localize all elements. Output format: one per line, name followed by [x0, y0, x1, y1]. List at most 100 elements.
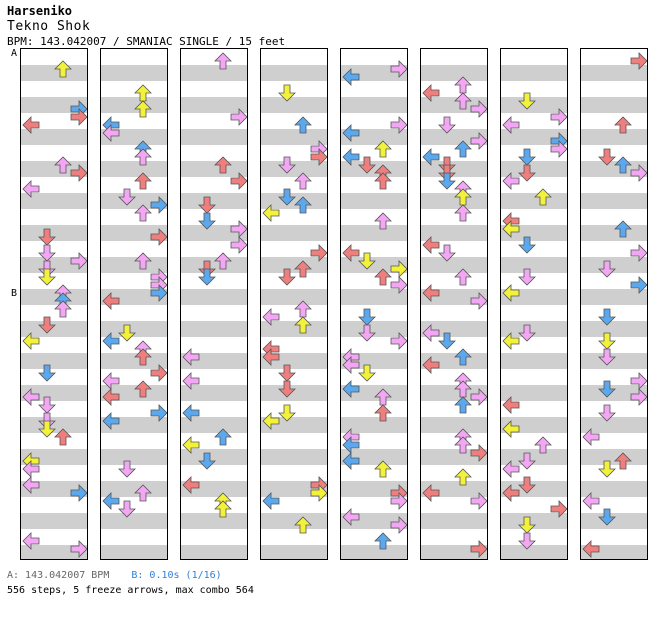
step-arrow-icon — [438, 332, 456, 350]
step-arrow-icon — [150, 196, 167, 214]
step-arrow-icon — [182, 348, 200, 366]
step-arrow-icon — [22, 476, 40, 494]
step-arrow-icon — [502, 396, 520, 414]
step-arrow-icon — [502, 332, 520, 350]
step-arrow-icon — [70, 108, 87, 126]
step-arrow-icon — [278, 268, 296, 286]
step-arrow-icon — [374, 532, 392, 550]
step-arrow-icon — [294, 260, 312, 278]
step-arrow-icon — [278, 380, 296, 398]
step-arrow-icon — [374, 404, 392, 422]
step-arrow-icon — [390, 276, 407, 294]
step-arrow-icon — [262, 204, 280, 222]
step-arrow-icon — [502, 172, 520, 190]
step-arrow-icon — [374, 140, 392, 158]
step-arrow-icon — [518, 452, 536, 470]
step-arrow-icon — [358, 324, 376, 342]
step-arrow-icon — [262, 308, 280, 326]
step-arrow-icon — [582, 428, 600, 446]
step-arrow-icon — [102, 412, 120, 430]
step-arrow-icon — [38, 228, 56, 246]
step-arrow-icon — [550, 500, 567, 518]
step-arrow-icon — [38, 316, 56, 334]
step-arrow-icon — [374, 388, 392, 406]
step-arrow-icon — [454, 348, 472, 366]
step-arrow-icon — [390, 516, 407, 534]
step-arrow-icon — [550, 108, 567, 126]
step-arrow-icon — [134, 348, 152, 366]
arrow-layer — [22, 60, 87, 558]
step-arrow-icon — [182, 436, 200, 454]
step-arrow-icon — [342, 68, 360, 86]
step-arrow-icon — [454, 204, 472, 222]
step-arrow-icon — [598, 260, 616, 278]
arrow-layer — [262, 84, 327, 534]
step-arrow-icon — [630, 388, 647, 406]
step-arrow-icon — [70, 540, 87, 558]
artist-name: Harseniko — [7, 4, 73, 18]
step-arrow-icon — [22, 332, 40, 350]
step-arrow-icon — [230, 220, 247, 238]
arrow-layer — [422, 76, 487, 558]
step-arrow-icon — [630, 276, 647, 294]
step-arrow-icon — [470, 100, 487, 118]
step-arrow-icon — [182, 372, 200, 390]
step-arrow-icon — [342, 380, 360, 398]
arrow-layer — [582, 52, 647, 558]
step-arrow-icon — [614, 156, 632, 174]
step-arrow-icon — [342, 124, 360, 142]
step-arrow-icon — [278, 156, 296, 174]
step-arrow-icon — [374, 460, 392, 478]
step-arrow-icon — [518, 324, 536, 342]
step-arrow-icon — [470, 292, 487, 310]
chart-column — [340, 48, 408, 560]
step-arrow-icon — [502, 484, 520, 502]
step-arrow-icon — [38, 244, 56, 262]
step-arrow-icon — [582, 492, 600, 510]
step-arrow-icon — [518, 92, 536, 110]
step-arrow-icon — [470, 540, 487, 558]
step-arrow-icon — [118, 500, 136, 518]
arrow-layer — [502, 92, 567, 550]
step-arrow-icon — [102, 388, 120, 406]
step-arrow-icon — [614, 116, 632, 134]
step-arrow-icon — [518, 516, 536, 534]
step-arrow-icon — [358, 156, 376, 174]
step-arrow-icon — [438, 116, 456, 134]
step-arrow-icon — [134, 172, 152, 190]
chart-column — [180, 48, 248, 560]
step-arrow-icon — [422, 236, 440, 254]
step-arrow-icon — [38, 396, 56, 414]
step-arrow-icon — [598, 460, 616, 478]
step-arrow-icon — [102, 124, 120, 142]
step-arrow-icon — [342, 452, 360, 470]
step-arrow-icon — [630, 372, 647, 390]
step-arrow-icon — [598, 348, 616, 366]
step-arrow-icon — [390, 260, 407, 278]
step-arrow-icon — [454, 468, 472, 486]
song-title: Tekno Shok — [7, 19, 91, 34]
step-arrow-icon — [294, 116, 312, 134]
step-arrow-icon — [38, 420, 56, 438]
step-arrow-icon — [54, 428, 72, 446]
step-arrow-icon — [342, 508, 360, 526]
step-arrow-icon — [198, 268, 216, 286]
step-arrow-icon — [230, 236, 247, 254]
step-arrow-icon — [470, 388, 487, 406]
marker-a: A — [11, 48, 18, 59]
step-arrow-icon — [438, 172, 456, 190]
step-arrow-icon — [310, 244, 327, 262]
step-arrow-icon — [102, 492, 120, 510]
step-arrow-icon — [438, 244, 456, 262]
step-arrow-icon — [598, 308, 616, 326]
step-arrow-icon — [470, 132, 487, 150]
chart-meta: BPM: 143.042007 / SMANIAC SINGLE / 15 fe… — [7, 35, 286, 48]
step-arrow-icon — [422, 284, 440, 302]
step-arrow-icon — [118, 324, 136, 342]
step-arrow-icon — [54, 60, 72, 78]
step-arrow-icon — [102, 332, 120, 350]
step-arrow-icon — [454, 76, 472, 94]
step-arrow-icon — [550, 140, 567, 158]
step-arrow-icon — [214, 52, 232, 70]
arrow-layer — [182, 52, 247, 518]
